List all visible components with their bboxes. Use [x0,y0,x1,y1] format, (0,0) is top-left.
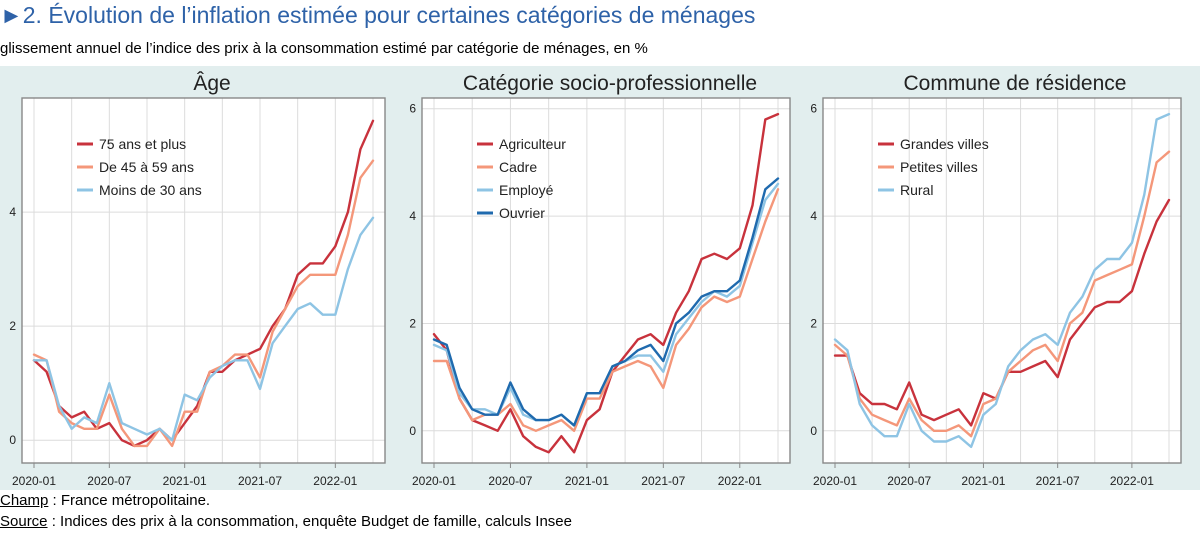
x-tick-label: 2021-01 [961,474,1005,488]
footer-champ: Champ : France métropolitaine. [0,492,210,509]
legend-label-de-45-a-59-ans: De 45 à 59 ans [99,159,194,175]
source-label: Source [0,513,48,530]
series-line-agriculteur [432,112,780,454]
y-tick-label: 2 [9,319,16,333]
y-tick-label: 0 [409,424,416,438]
x-tick-label: 2021-01 [565,474,609,488]
series-line-ouvrier [432,177,780,427]
y-tick-label: 2 [409,316,416,330]
source-text: : Indices des prix à la consommation, en… [47,513,572,530]
champ-text: : France métropolitaine. [48,492,211,509]
panel-title: Commune de résidence [904,72,1127,95]
plot-frame [822,97,1182,464]
chart-panel-commune: Commune de résidence 0 2 4 6 2020-01 2020-07 20… [795,66,1185,490]
x-tick-label: 2020-07 [887,474,931,488]
x-tick-label: 2020-07 [87,474,131,488]
y-tick-label: 4 [9,205,16,219]
x-tick-label: 2022-01 [718,474,762,488]
x-tick-label: 2020-07 [488,474,532,488]
y-tick-label: 2 [810,316,817,330]
legend-label-employe: Employé [499,182,554,198]
legend-label-petites-villes: Petites villes [900,159,978,175]
figure-subtitle: glissement annuel de l’indice des prix à… [0,40,648,57]
x-tick-label: 2022-01 [313,474,357,488]
series-line-rural [833,112,1171,449]
plot-background [422,98,790,463]
chart-area: Âge 0 2 4 2020-01 2020-07 2021-01 2021-07 2022-0… [0,66,1200,490]
y-tick-label: 0 [9,433,16,447]
chart-panel-age: Âge 0 2 4 2020-01 2020-07 2021-01 2021-07 2022-0… [0,66,390,490]
legend-label-ouvrier: Ouvrier [499,205,545,221]
legend-label-agriculteur: Agriculteur [499,136,566,152]
x-tick-label: 2020-01 [813,474,857,488]
panel-title: Âge [193,72,230,95]
plot-frame [21,97,386,464]
x-tick-label: 2021-07 [641,474,685,488]
x-tick-label: 2020-01 [412,474,456,488]
y-tick-label: 6 [810,102,817,116]
chart-svg: Catégorie socio-professionnelle 0 2 4 6 2020-… [409,72,791,488]
x-tick-label: 2021-07 [1036,474,1080,488]
figure-title: ►2. Évolution de l’inflation estimée pou… [0,2,756,28]
legend-label-moins-de-30-ans: Moins de 30 ans [99,182,202,198]
x-tick-label: 2021-07 [238,474,282,488]
x-tick-label: 2022-01 [1110,474,1154,488]
chart-svg: Commune de résidence 0 2 4 6 2020-01 2020-07 20… [810,72,1182,488]
series-line-moins-de-30-ans [32,216,375,442]
plot-background [823,98,1181,463]
plot-background [22,98,385,463]
y-tick-label: 4 [810,209,817,223]
legend-label-grandes-villes: Grandes villes [900,136,989,152]
legend-label-75-ans-et-plus: 75 ans et plus [99,136,186,152]
champ-label: Champ [0,492,49,509]
legend-label-cadre: Cadre [499,159,537,175]
chart-svg: Âge 0 2 4 2020-01 2020-07 2021-01 2021-07 2022-0… [9,72,386,488]
y-tick-label: 0 [810,424,817,438]
x-tick-label: 2021-01 [163,474,207,488]
chart-panel-csp: Catégorie socio-professionnelle 0 2 4 6 2020-… [402,66,792,490]
footer-source: Source : Indices des prix à la consommat… [0,513,572,530]
series-line-de-45-a-59-ans [32,159,375,448]
x-tick-label: 2020-01 [12,474,56,488]
y-tick-label: 6 [409,102,416,116]
panel-title: Catégorie socio-professionnelle [463,72,757,95]
y-tick-label: 4 [409,209,416,223]
plot-frame [421,97,791,464]
legend-label-rural: Rural [900,182,933,198]
